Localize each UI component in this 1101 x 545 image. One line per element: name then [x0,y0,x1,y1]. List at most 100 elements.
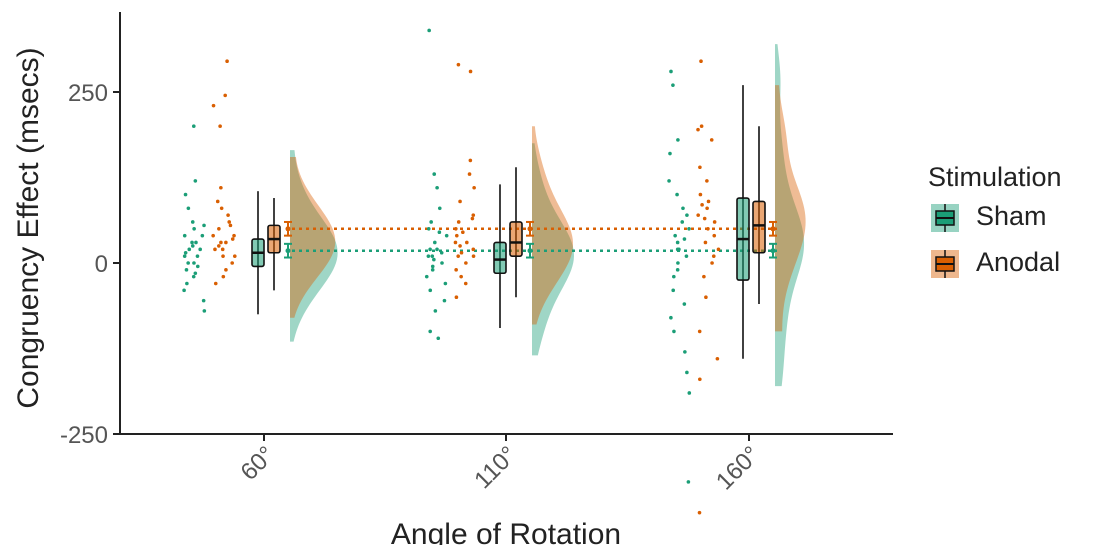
data-point-anodal [458,244,462,248]
data-point-sham [430,268,435,272]
data-point-sham [673,233,677,238]
data-point-anodal [463,281,468,286]
data-point-anodal [456,62,461,67]
data-point-sham [682,302,687,306]
data-point-sham [436,336,441,341]
data-point-anodal [471,247,476,252]
data-point-sham [432,172,437,176]
data-point-sham [182,288,186,293]
data-point-layer [182,28,721,515]
data-point-anodal [224,268,228,272]
data-point-anodal [459,250,464,255]
x-axis-label: Angle of Rotation [391,518,621,545]
data-point-sham [182,233,187,238]
data-point-anodal [706,199,711,204]
data-point-anodal [456,254,461,258]
data-point-sham [430,254,435,258]
data-point-sham [201,298,206,303]
data-point-anodal [468,69,473,74]
data-point-anodal [715,356,720,361]
data-point-sham [675,247,680,252]
data-point-anodal [710,261,714,265]
data-point-sham [667,179,671,183]
data-point-sham [439,250,444,255]
data-point-anodal [220,247,225,252]
data-point-anodal [213,247,217,252]
data-point-sham [442,298,447,303]
data-point-sham [191,274,196,279]
data-point-anodal [716,247,721,252]
data-point-anodal [213,281,218,286]
boxplot-box-sham [493,241,507,275]
data-point-anodal [211,233,215,238]
data-point-sham [427,28,431,33]
data-point-sham [428,288,433,293]
data-point-sham [681,206,685,211]
data-point-anodal [230,261,234,265]
data-point-anodal [700,203,704,207]
data-point-anodal [468,158,473,163]
data-point-anodal [228,223,233,228]
legend-item-anodal: Anodal [928,245,1098,285]
data-point-anodal [705,179,709,183]
data-point-sham [195,264,200,269]
data-point-anodal [226,213,230,217]
data-point-sham [435,185,439,190]
legend-item-sham: Sham [928,199,1098,239]
data-point-sham [668,151,672,156]
data-point-sham [672,329,676,334]
data-point-sham [676,138,680,142]
data-point-sham [685,213,689,217]
data-point-anodal [454,233,459,238]
data-point-sham [193,179,198,183]
data-point-anodal [699,124,704,128]
legend: Stimulation Sham Anodal [928,162,1098,285]
data-point-anodal [464,261,468,265]
data-point-anodal [696,213,700,217]
data-point-anodal [219,185,223,190]
density-cloud-anodal [290,156,336,318]
data-point-anodal [454,227,458,231]
data-point-sham [672,274,676,279]
data-point-sham [433,240,437,245]
data-point-sham [685,370,689,375]
data-point-anodal [224,240,228,245]
data-point-anodal [465,240,469,245]
data-point-sham [191,124,196,128]
data-point-anodal [697,329,702,334]
mean-point-sham [285,248,291,254]
data-point-sham [687,391,692,395]
density-cloud-sham [290,150,338,342]
data-point-sham [194,240,198,245]
data-point-anodal [225,59,229,64]
data-point-anodal [698,165,702,170]
x-tick-label: 60° [235,441,280,486]
data-point-sham [675,268,680,272]
data-point-anodal [217,244,221,248]
data-point-anodal [458,199,462,204]
data-point-sham [190,244,195,248]
data-point-sham [684,254,689,258]
data-point-sham [437,230,442,235]
data-point-sham [428,329,432,334]
mean-point-anodal [285,226,291,232]
data-point-anodal [698,192,703,197]
data-point-anodal [454,268,458,272]
data-point-sham [183,250,188,255]
data-point-anodal [712,233,717,238]
mean-point-sham [770,248,776,254]
data-point-sham [429,220,433,224]
data-point-anodal [705,206,709,211]
data-point-anodal [697,510,702,515]
data-point-anodal [219,240,223,245]
data-point-sham [671,83,675,87]
data-point-sham [202,309,207,313]
data-point-anodal [218,124,222,128]
data-point-sham [675,240,680,245]
mean-point-sham [527,248,533,254]
density-cloud-sham [775,44,805,387]
density-layer [290,44,806,387]
data-point-sham [675,192,679,197]
legend-label-anodal: Anodal [976,247,1061,277]
data-point-anodal [459,274,463,279]
